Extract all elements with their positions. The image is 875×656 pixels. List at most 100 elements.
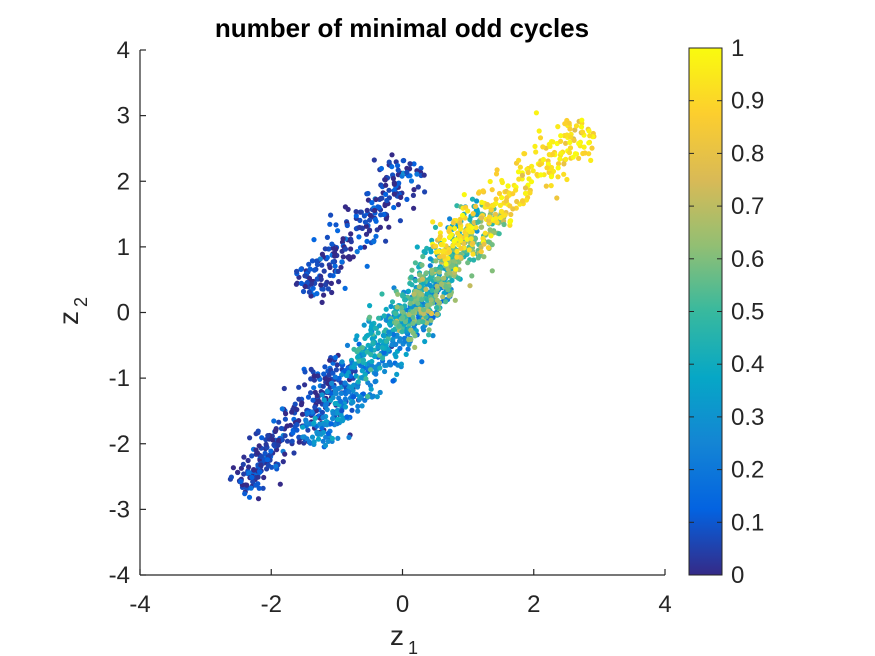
data-point bbox=[330, 410, 336, 417]
data-point bbox=[344, 414, 350, 420]
data-point bbox=[383, 317, 389, 323]
data-point bbox=[318, 276, 324, 282]
data-point bbox=[364, 238, 370, 244]
data-point bbox=[366, 228, 372, 234]
data-point bbox=[371, 239, 377, 245]
data-point bbox=[325, 430, 331, 436]
data-point bbox=[296, 384, 302, 390]
data-point bbox=[377, 224, 383, 230]
data-point bbox=[379, 345, 385, 351]
data-point bbox=[393, 341, 399, 347]
data-point bbox=[573, 123, 580, 129]
data-point bbox=[292, 401, 298, 407]
data-point bbox=[368, 346, 374, 352]
data-point bbox=[320, 383, 326, 389]
data-point bbox=[299, 411, 306, 417]
data-point bbox=[382, 368, 388, 375]
data-point bbox=[249, 453, 255, 459]
data-point bbox=[276, 419, 282, 425]
data-point bbox=[365, 190, 371, 197]
data-point bbox=[554, 195, 560, 201]
data-point bbox=[289, 409, 295, 415]
data-point bbox=[379, 355, 386, 361]
data-point bbox=[238, 478, 244, 485]
data-point bbox=[380, 332, 386, 339]
data-point bbox=[320, 414, 326, 421]
data-point bbox=[294, 422, 300, 428]
data-point bbox=[428, 297, 434, 303]
data-point bbox=[390, 378, 396, 384]
data-point bbox=[441, 275, 447, 281]
data-point bbox=[377, 338, 383, 344]
data-point bbox=[484, 201, 490, 208]
data-point bbox=[327, 264, 333, 271]
data-point bbox=[489, 242, 495, 248]
data-point bbox=[399, 314, 406, 321]
data-point bbox=[450, 220, 456, 226]
y-tick-label: 2 bbox=[117, 168, 130, 195]
data-point bbox=[373, 233, 379, 239]
data-point bbox=[537, 162, 543, 168]
data-point bbox=[329, 241, 335, 247]
data-point bbox=[432, 224, 439, 230]
colorbar-tick-label: 0.4 bbox=[731, 351, 764, 378]
x-tick-label: -4 bbox=[129, 591, 150, 618]
data-point bbox=[322, 282, 328, 288]
data-point bbox=[429, 267, 435, 273]
colorbar: 0 0.1 0.2 0.3 0.4 0.5 0.6 0.7 0.8 0.9 1 bbox=[688, 35, 764, 589]
data-point bbox=[342, 204, 348, 210]
data-point bbox=[362, 397, 368, 403]
colorbar-tick-label: 0 bbox=[731, 562, 744, 589]
data-point bbox=[562, 121, 568, 127]
data-point bbox=[400, 158, 406, 164]
data-point bbox=[449, 262, 456, 268]
data-point bbox=[419, 297, 425, 303]
data-point bbox=[386, 329, 392, 335]
data-point bbox=[373, 218, 379, 224]
y-tick-label: -3 bbox=[109, 496, 130, 523]
data-point bbox=[284, 438, 291, 444]
data-point bbox=[478, 215, 485, 221]
data-point bbox=[467, 283, 473, 289]
data-point bbox=[558, 133, 564, 139]
data-point bbox=[359, 403, 365, 409]
data-point bbox=[423, 270, 429, 276]
data-point bbox=[255, 474, 261, 480]
data-point bbox=[327, 357, 333, 363]
data-point bbox=[372, 325, 378, 331]
data-point bbox=[320, 438, 326, 444]
data-point bbox=[420, 253, 426, 260]
data-point bbox=[246, 494, 253, 500]
data-point bbox=[391, 191, 397, 197]
data-point bbox=[339, 359, 345, 365]
data-point bbox=[398, 361, 404, 367]
data-point bbox=[420, 307, 427, 313]
data-point bbox=[386, 187, 392, 193]
data-point bbox=[420, 325, 426, 331]
data-point bbox=[378, 212, 384, 218]
data-point bbox=[458, 245, 464, 251]
data-point bbox=[245, 457, 251, 464]
data-point bbox=[344, 372, 350, 379]
data-point bbox=[389, 164, 395, 170]
data-point bbox=[570, 154, 576, 160]
data-point bbox=[563, 140, 569, 146]
data-point bbox=[440, 248, 446, 254]
data-point bbox=[363, 231, 370, 237]
data-point bbox=[481, 254, 487, 260]
data-point bbox=[505, 183, 511, 189]
data-point bbox=[340, 254, 346, 260]
data-point bbox=[408, 296, 414, 302]
data-point bbox=[397, 345, 403, 351]
data-point bbox=[344, 222, 350, 229]
colorbar-tick-label: 1 bbox=[731, 35, 744, 62]
data-point bbox=[526, 176, 532, 182]
data-point bbox=[550, 151, 556, 157]
data-point bbox=[322, 403, 329, 409]
data-point bbox=[466, 247, 472, 253]
data-point bbox=[289, 438, 295, 444]
data-point bbox=[329, 380, 335, 386]
data-point bbox=[508, 211, 514, 218]
data-point bbox=[338, 412, 344, 418]
